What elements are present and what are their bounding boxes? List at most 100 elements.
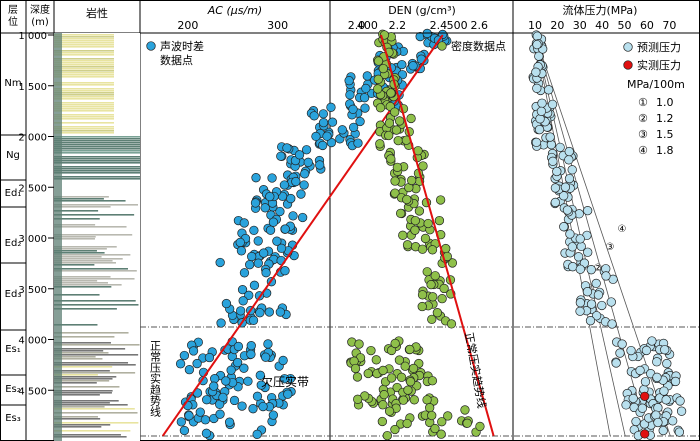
predicted-pressure-point (670, 376, 681, 387)
ac-data-point (309, 111, 319, 121)
ac-data-point (297, 212, 308, 223)
pressure-legend-bg (612, 38, 698, 160)
lithology-band (54, 270, 137, 272)
ac-data-point (192, 358, 202, 369)
predicted-pressure-point (640, 377, 651, 387)
lithology-band (54, 116, 114, 118)
den-data-point (432, 308, 443, 318)
den-data-point (403, 385, 413, 395)
lithology-band (54, 356, 96, 358)
ac-data-point (249, 225, 259, 236)
formation-label-ng: Ng (6, 150, 20, 161)
den-data-point (426, 279, 436, 290)
gradient-legend-marker: ② (638, 112, 648, 125)
den-data-point (437, 294, 447, 304)
ac-data-point (265, 225, 276, 235)
predicted-pressure-point (532, 39, 542, 50)
gradient-legend-value: 1.0 (656, 96, 674, 109)
predicted-pressure-point (601, 271, 611, 281)
lithology-band (54, 236, 96, 238)
predicted-pressure-point (532, 83, 542, 93)
formation-labels: Nm Ng Ed₁ Ed₂ Ed₃ Es₁ Es₂ Es₃ (0, 78, 26, 424)
ac-data-point (276, 151, 286, 161)
predicted-pressure-point (575, 306, 585, 316)
den-data-point (410, 225, 420, 235)
lithology-band (54, 264, 95, 266)
ac-data-point (296, 189, 306, 199)
ac-data-point (299, 180, 309, 190)
ac-data-point (247, 251, 257, 262)
pressure-panel: 流体压力(MPa)10203040506070①②③④预测压力实测压力MPa/1… (513, 3, 700, 441)
den-panel: DEN (g/cm³) 2.0 2.2 2.4 2.6 密度数据点 (330, 4, 513, 441)
ac-data-point (236, 306, 246, 316)
ac-data-point (175, 359, 186, 369)
lithology-band (54, 418, 101, 420)
ac-tick-label: 200 (177, 19, 198, 32)
gradient-legend-marker: ③ (638, 128, 648, 141)
predicted-pressure-point (675, 396, 685, 406)
lithology-band (54, 176, 140, 178)
lithology-band (54, 424, 111, 426)
den-data-point (390, 338, 400, 349)
den-data-point (378, 400, 388, 410)
lithology-band (54, 416, 98, 418)
den-data-point (406, 113, 416, 124)
den-data-point (390, 107, 400, 117)
den-data-point (373, 74, 383, 84)
ac-data-point (188, 346, 199, 356)
den-trend-label: 正常压实趋势线 (462, 331, 489, 409)
ac-data-point (263, 339, 273, 349)
ac-data-point (268, 217, 279, 227)
ac-data-point (353, 138, 363, 148)
lithology-band (54, 262, 116, 264)
den-data-point (423, 218, 433, 229)
ac-trend-line (161, 34, 444, 437)
den-data-point (447, 258, 458, 268)
ac-data-point (279, 180, 290, 190)
pressure-legend-label: 预测压力 (637, 41, 681, 54)
lithology-band (54, 366, 113, 368)
predicted-pressure-point (562, 205, 573, 215)
formation-label-ed2: Ed₂ (5, 238, 22, 249)
ac-data-point (276, 243, 287, 253)
ac-data-point (179, 425, 190, 436)
lithology-band (54, 256, 102, 258)
depth-tick-label: 2 000 (18, 133, 47, 144)
ac-data-point (221, 298, 232, 309)
predicted-pressure-point (615, 348, 625, 358)
ac-data-point (279, 374, 290, 384)
predicted-pressure-point (545, 132, 555, 142)
den-data-point (410, 215, 420, 226)
den-legend-marker (437, 41, 447, 51)
ac-data-point (315, 160, 325, 170)
predicted-pressure-point (564, 155, 574, 165)
predicted-pressure-point (555, 142, 565, 153)
ac-data-point (278, 355, 288, 366)
lithology-band (54, 70, 114, 72)
lithology-band (54, 342, 111, 344)
ac-data-point (311, 131, 321, 142)
predicted-pressure-point (535, 114, 545, 124)
lithology-band (54, 118, 114, 120)
den-data-point (393, 135, 403, 146)
lithology-band (54, 126, 114, 128)
lithology-band (54, 400, 119, 402)
predicted-pressure-point (597, 300, 607, 311)
ac-data-point (239, 363, 249, 373)
den-data-point (446, 319, 457, 329)
measured-pressure-point (640, 391, 650, 401)
ac-data-point (252, 429, 262, 439)
lithology-band (54, 38, 114, 40)
gradient-legend-value: 1.8 (656, 144, 674, 157)
den-data-point (386, 373, 397, 383)
lithology-band (54, 136, 140, 138)
ac-data-point (326, 102, 336, 112)
lithology-band (54, 210, 99, 212)
lithology-band (54, 150, 140, 152)
ac-data-point (229, 395, 240, 406)
ac-data-point (283, 389, 293, 399)
formation-label-ed3: Ed₃ (5, 289, 22, 300)
lithology-band (54, 110, 114, 112)
ac-data-point (265, 191, 275, 202)
ac-data-point (232, 357, 243, 368)
